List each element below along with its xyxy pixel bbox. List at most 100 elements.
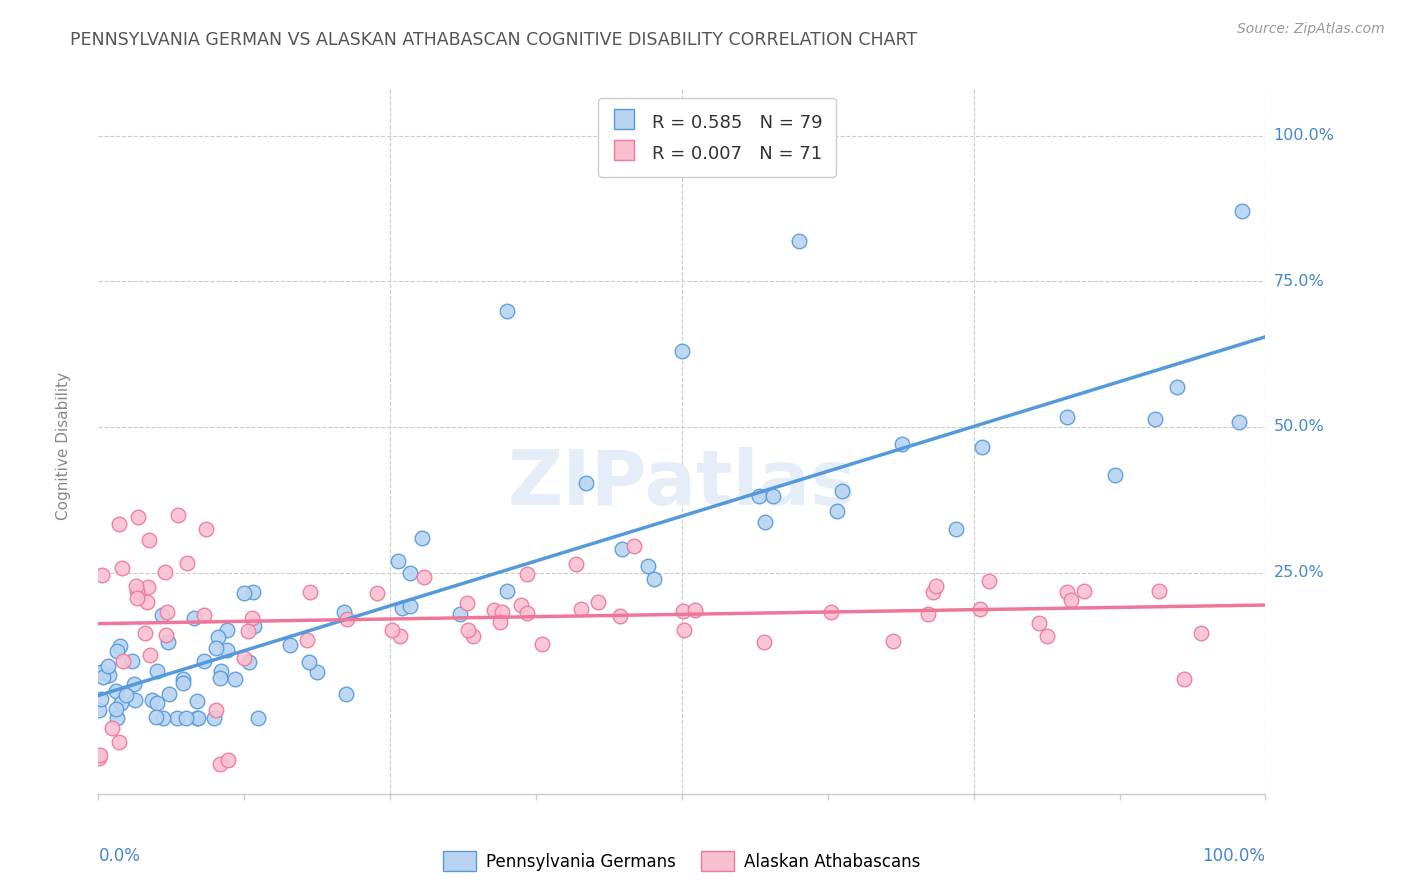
Point [387, 554, 409, 568]
Point [831, 484, 853, 499]
Point [246, 711, 269, 725]
Point [305, 665, 328, 679]
Point [238, 624, 260, 638]
Point [242, 585, 264, 599]
Point [1056, 409, 1078, 424]
Point [186, 694, 208, 708]
Point [827, 504, 849, 518]
Point [482, 603, 505, 617]
Point [917, 607, 939, 622]
Point [90, 567, 112, 582]
Point [637, 558, 659, 573]
Legend: Pennsylvania Germans, Alaskan Athabascans: Pennsylvania Germans, Alaskan Athabascan… [436, 845, 928, 878]
Point [193, 655, 215, 669]
Point [388, 629, 411, 643]
Point [516, 567, 538, 582]
Point [100, 721, 122, 735]
Point [977, 574, 1000, 589]
Point [108, 640, 131, 654]
Point [124, 693, 146, 707]
Point [970, 441, 993, 455]
Point [882, 634, 904, 648]
Point [1189, 626, 1212, 640]
Point [1166, 380, 1188, 394]
Point [413, 570, 436, 584]
Point [671, 344, 693, 359]
Point [176, 556, 198, 570]
Text: 100.0%: 100.0% [1202, 847, 1265, 864]
Point [112, 654, 135, 668]
Point [125, 579, 148, 593]
Point [152, 711, 174, 725]
Point [969, 602, 991, 616]
Point [672, 624, 695, 638]
Point [1173, 672, 1195, 686]
Point [754, 515, 776, 529]
Point [945, 522, 967, 536]
Point [97, 668, 120, 682]
Point [97, 658, 120, 673]
Point [491, 605, 513, 619]
Point [141, 692, 163, 706]
Point [207, 630, 229, 644]
Point [754, 635, 776, 649]
Point [623, 539, 645, 553]
Point [136, 580, 159, 594]
Text: 100.0%: 100.0% [1274, 128, 1334, 144]
Point [1104, 468, 1126, 483]
Text: 0.0%: 0.0% [98, 847, 141, 864]
Text: 50.0%: 50.0% [1274, 419, 1324, 434]
Point [167, 508, 190, 523]
Point [333, 605, 356, 619]
Point [89, 748, 111, 763]
Point [174, 711, 197, 725]
Point [108, 517, 131, 532]
Point [110, 696, 132, 710]
Point [202, 711, 225, 725]
Point [209, 757, 232, 772]
Point [299, 585, 322, 599]
Point [457, 624, 479, 638]
Point [280, 638, 302, 652]
Point [496, 303, 519, 318]
Point [925, 579, 948, 593]
Point [136, 595, 159, 609]
Point [215, 643, 238, 657]
Point [138, 533, 160, 547]
Point [891, 437, 914, 451]
Point [187, 711, 209, 725]
Point [104, 701, 127, 715]
Point [399, 599, 422, 614]
Point [93, 670, 115, 684]
Point [1227, 415, 1250, 429]
Point [238, 656, 260, 670]
Point [217, 623, 239, 637]
Point [1147, 584, 1170, 599]
Point [509, 599, 531, 613]
Point [449, 607, 471, 621]
Point [155, 628, 177, 642]
Point [90, 692, 112, 706]
Text: PENNSYLVANIA GERMAN VS ALASKAN ATHABASCAN COGNITIVE DISABILITY CORRELATION CHART: PENNSYLVANIA GERMAN VS ALASKAN ATHABASCA… [70, 31, 918, 49]
Point [105, 711, 128, 725]
Point [122, 677, 145, 691]
Point [127, 584, 149, 599]
Point [496, 583, 519, 598]
Point [672, 605, 695, 619]
Point [643, 572, 665, 586]
Point [297, 632, 319, 647]
Point [224, 673, 246, 687]
Point [183, 611, 205, 625]
Point [1143, 412, 1166, 426]
Point [381, 623, 404, 637]
Point [411, 531, 433, 545]
Text: 75.0%: 75.0% [1274, 274, 1324, 289]
Point [922, 585, 945, 599]
Point [298, 655, 321, 669]
Point [242, 619, 264, 633]
Point [515, 607, 537, 621]
Point [105, 643, 128, 657]
Point [1230, 204, 1253, 219]
Point [233, 650, 256, 665]
Point [108, 735, 131, 749]
